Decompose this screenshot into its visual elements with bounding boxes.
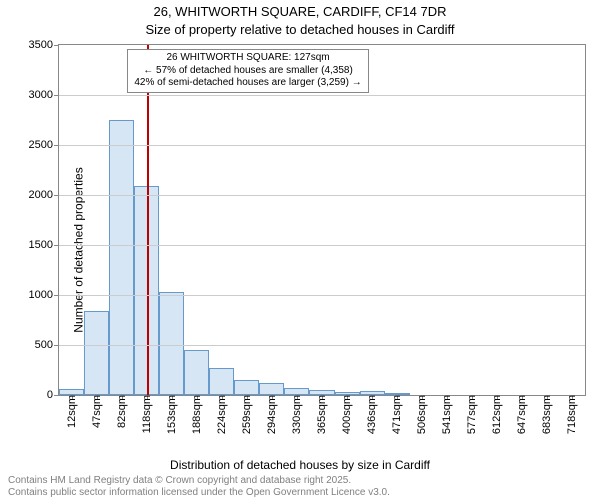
x-tick-label: 188sqm: [191, 395, 203, 434]
footnote-2: Contains public sector information licen…: [8, 487, 390, 498]
y-tick-mark: [54, 195, 59, 196]
bar: [284, 388, 309, 395]
property-size-chart: 26, WHITWORTH SQUARE, CARDIFF, CF14 7DR …: [0, 0, 600, 500]
x-axis-label: Distribution of detached houses by size …: [0, 458, 600, 472]
bar: [184, 350, 209, 395]
y-tick-label: 3000: [29, 89, 53, 101]
x-tick-label: 471sqm: [391, 395, 403, 434]
y-tick-mark: [54, 45, 59, 46]
x-tick-label: 436sqm: [366, 395, 378, 434]
bar: [259, 383, 284, 395]
x-tick-label: 506sqm: [416, 395, 428, 434]
y-tick-mark: [54, 345, 59, 346]
x-tick-label: 12sqm: [66, 395, 78, 428]
plot-area: 26 WHITWORTH SQUARE: 127sqm ← 57% of det…: [58, 44, 586, 396]
subject-callout: 26 WHITWORTH SQUARE: 127sqm ← 57% of det…: [127, 49, 368, 93]
grid-line: [59, 245, 585, 246]
x-tick-label: 683sqm: [541, 395, 553, 434]
y-tick-label: 2500: [29, 139, 53, 151]
y-tick-mark: [54, 145, 59, 146]
x-tick-label: 47sqm: [91, 395, 103, 428]
y-tick-mark: [54, 95, 59, 96]
callout-line-3: 42% of semi-detached houses are larger (…: [134, 77, 361, 90]
y-tick-label: 1500: [29, 239, 53, 251]
callout-line-2: ← 57% of detached houses are smaller (4,…: [134, 65, 361, 78]
x-tick-label: 294sqm: [266, 395, 278, 434]
y-tick-mark: [54, 245, 59, 246]
x-tick-label: 259sqm: [241, 395, 253, 434]
chart-subtitle: Size of property relative to detached ho…: [0, 22, 600, 37]
bars-container: [59, 45, 585, 395]
grid-line: [59, 145, 585, 146]
grid-line: [59, 195, 585, 196]
callout-line-1: 26 WHITWORTH SQUARE: 127sqm: [134, 52, 361, 65]
bar: [159, 292, 184, 395]
x-tick-label: 153sqm: [166, 395, 178, 434]
x-tick-label: 82sqm: [116, 395, 128, 428]
subject-marker-line: [147, 45, 149, 395]
x-tick-label: 647sqm: [516, 395, 528, 434]
footnote-1: Contains HM Land Registry data © Crown c…: [8, 475, 351, 486]
bar: [109, 120, 134, 395]
grid-line: [59, 295, 585, 296]
grid-line: [59, 345, 585, 346]
x-tick-label: 400sqm: [341, 395, 353, 434]
y-tick-label: 500: [35, 339, 53, 351]
x-tick-label: 577sqm: [466, 395, 478, 434]
x-tick-label: 365sqm: [316, 395, 328, 434]
x-tick-label: 718sqm: [566, 395, 578, 434]
x-tick-label: 330sqm: [291, 395, 303, 434]
grid-line: [59, 95, 585, 96]
bar: [84, 311, 109, 395]
y-tick-mark: [54, 295, 59, 296]
x-tick-label: 541sqm: [441, 395, 453, 434]
bar: [234, 380, 259, 395]
x-tick-label: 118sqm: [141, 395, 153, 433]
x-tick-label: 224sqm: [216, 395, 228, 434]
chart-title: 26, WHITWORTH SQUARE, CARDIFF, CF14 7DR: [0, 4, 600, 19]
y-tick-label: 0: [47, 389, 53, 401]
y-tick-label: 2000: [29, 189, 53, 201]
bar: [209, 368, 234, 395]
x-tick-label: 612sqm: [491, 395, 503, 434]
y-tick-mark: [54, 395, 59, 396]
y-tick-label: 3500: [29, 39, 53, 51]
y-tick-label: 1000: [29, 289, 53, 301]
